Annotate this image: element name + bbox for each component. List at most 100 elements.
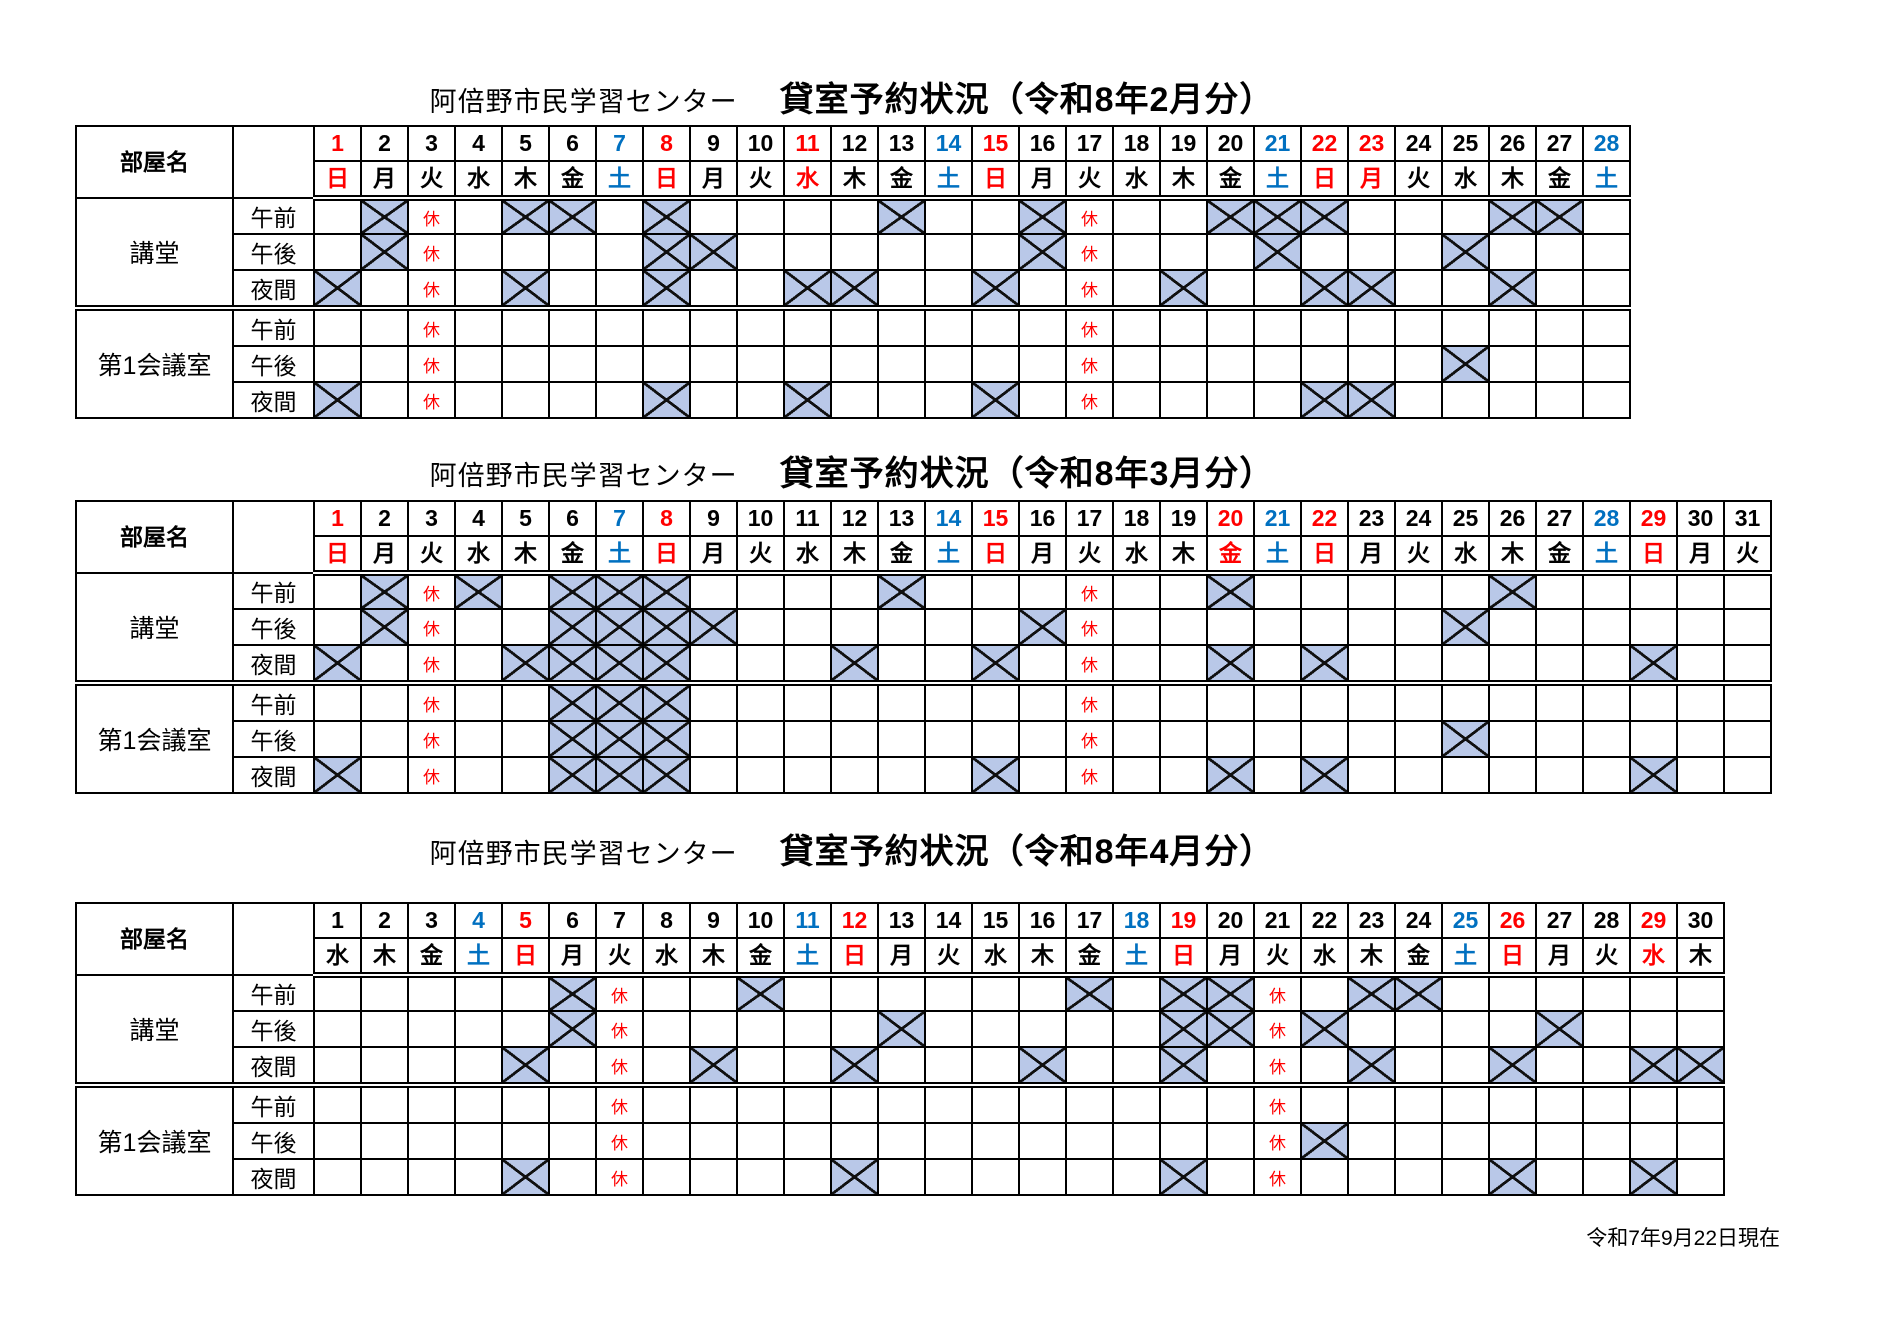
reserved-cell xyxy=(360,572,409,610)
day-cell xyxy=(1159,197,1208,235)
day-cell xyxy=(1206,307,1255,347)
room-name-cell: 第1会議室 xyxy=(75,1084,234,1196)
day-cell xyxy=(1347,1158,1396,1196)
schedule-row: 午後 休 休 xyxy=(76,608,1772,646)
day-number-cell: 29 xyxy=(1629,902,1678,939)
dow-cell: 月 xyxy=(360,535,409,576)
dow-cell: 火 xyxy=(1394,535,1443,576)
dow-cell: 日 xyxy=(1488,937,1537,978)
reserved-cell xyxy=(1488,572,1537,610)
closed-day-cell: 休 xyxy=(407,644,456,686)
day-cell xyxy=(501,682,550,722)
day-cell xyxy=(877,1122,926,1160)
day-number-cell: 29 xyxy=(1629,500,1678,537)
day-cell xyxy=(1018,756,1067,794)
dow-cell: 水 xyxy=(783,535,832,576)
day-cell xyxy=(360,720,409,758)
day-number-cell: 28 xyxy=(1582,902,1631,939)
schedule-row: 第1会議室 午前休休 xyxy=(75,682,1772,794)
closed-day-cell: 休 xyxy=(1065,233,1114,271)
day-cell xyxy=(783,197,832,235)
day-cell xyxy=(313,1122,362,1160)
day-cell xyxy=(1488,307,1537,347)
day-number-cell: 7 xyxy=(595,125,644,162)
day-cell xyxy=(1394,381,1443,419)
reserved-cell xyxy=(548,572,597,610)
day-cell xyxy=(1018,682,1067,722)
reserved-cell xyxy=(313,269,362,311)
day-cell xyxy=(1253,307,1302,347)
day-cell xyxy=(1347,1084,1396,1124)
day-cell xyxy=(1441,682,1490,722)
day-cell xyxy=(501,345,550,383)
day-cell xyxy=(1206,1158,1255,1196)
dow-cell: 金 xyxy=(877,160,926,201)
day-cell xyxy=(924,1084,973,1124)
day-cell xyxy=(1629,720,1678,758)
reserved-cell xyxy=(1347,1046,1396,1088)
day-of-week-row: 水木金土日月火水木金土日月火水木金土日月火水木金土日月火水木 xyxy=(76,937,1725,978)
day-cell xyxy=(1535,307,1584,347)
day-cell xyxy=(783,1122,832,1160)
slot-label-cell: 午前 xyxy=(232,572,315,610)
day-cell xyxy=(360,381,409,419)
slot-label-cell: 午後 xyxy=(232,233,315,271)
day-cell xyxy=(1018,644,1067,686)
day-cell xyxy=(1159,572,1208,610)
reserved-cell xyxy=(830,269,879,311)
reserved-cell xyxy=(1394,974,1443,1012)
day-cell xyxy=(1723,644,1772,686)
day-cell xyxy=(1300,572,1349,610)
day-cell xyxy=(1629,1010,1678,1048)
day-cell xyxy=(1394,756,1443,794)
day-cell xyxy=(1018,345,1067,383)
day-cell xyxy=(642,345,691,383)
day-cell xyxy=(1112,1122,1161,1160)
day-cell xyxy=(1253,720,1302,758)
dow-cell: 土 xyxy=(783,937,832,978)
closed-day-cell: 休 xyxy=(407,197,456,235)
reserved-cell xyxy=(877,1010,926,1048)
day-cell xyxy=(783,572,832,610)
day-cell xyxy=(360,269,409,311)
day-cell xyxy=(1676,682,1725,722)
day-cell xyxy=(1300,1046,1349,1088)
day-cell xyxy=(830,974,879,1012)
day-cell xyxy=(454,608,503,646)
day-cell xyxy=(736,345,785,383)
day-cell xyxy=(1441,1084,1490,1124)
dow-cell: 水 xyxy=(454,535,503,576)
day-cell xyxy=(548,269,597,311)
day-cell xyxy=(1441,756,1490,794)
day-cell xyxy=(783,720,832,758)
day-cell xyxy=(1488,720,1537,758)
day-cell xyxy=(1394,682,1443,722)
center-name-label: 阿倍野市民学習センター xyxy=(429,839,738,869)
closed-day-cell: 休 xyxy=(1065,682,1114,722)
day-number-cell: 4 xyxy=(454,500,503,537)
day-cell xyxy=(454,345,503,383)
reserved-cell xyxy=(689,1046,738,1088)
reserved-cell xyxy=(1300,1010,1349,1048)
schedule-row: 夜間 休 休 xyxy=(76,269,1631,311)
day-cell xyxy=(501,307,550,347)
dow-cell: 土 xyxy=(595,160,644,201)
closed-day-cell: 休 xyxy=(1065,345,1114,383)
day-cell xyxy=(924,1158,973,1196)
reserved-cell xyxy=(971,644,1020,686)
day-cell xyxy=(501,572,550,610)
day-cell xyxy=(971,572,1020,610)
slot-label-cell: 午後 xyxy=(232,608,315,646)
reserved-cell xyxy=(736,974,785,1012)
day-cell xyxy=(1112,233,1161,271)
day-number-cell: 18 xyxy=(1112,902,1161,939)
day-cell xyxy=(1582,1046,1631,1088)
day-cell xyxy=(1488,1122,1537,1160)
dow-cell: 土 xyxy=(1253,160,1302,201)
day-number-row: 部屋名 1 2 3 4 5 6 7 8 9 10 11 12 13 14 15 16 17 18 19 20 21 22 23… xyxy=(75,500,1772,574)
reserved-cell xyxy=(642,756,691,794)
reserved-cell xyxy=(548,1010,597,1048)
day-number-cell: 30 xyxy=(1676,902,1725,939)
room-name-cell: 講堂 xyxy=(75,197,234,311)
day-cell xyxy=(642,1122,691,1160)
